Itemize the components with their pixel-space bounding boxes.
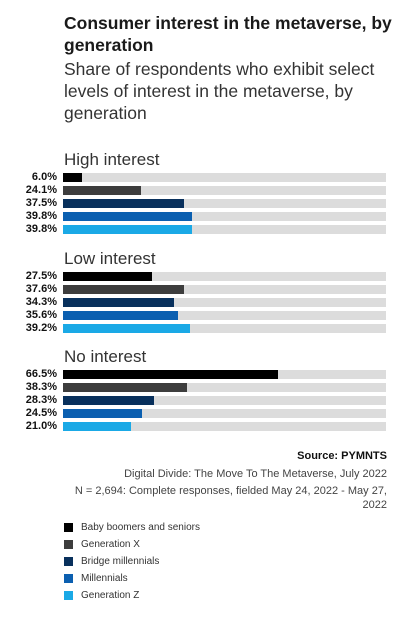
value-label: 24.1% xyxy=(25,184,57,196)
value-label: 39.8% xyxy=(25,210,57,222)
legend: Baby boomers and seniors Generation X Brid… xyxy=(64,519,200,604)
chart-title: Consumer interest in the metaverse, by g… xyxy=(64,13,392,55)
bar-row: 39.2% xyxy=(0,323,390,334)
bar-track xyxy=(63,422,386,431)
value-label: 37.5% xyxy=(25,197,57,209)
bar-track xyxy=(63,186,386,195)
bar xyxy=(63,212,192,221)
bar-track xyxy=(63,409,386,418)
bar-track xyxy=(63,225,386,234)
bar xyxy=(63,272,152,281)
legend-label: Generation Z xyxy=(81,590,140,601)
legend-swatch xyxy=(64,557,73,566)
legend-swatch xyxy=(64,574,73,583)
value-label: 39.8% xyxy=(25,223,57,235)
bar-track xyxy=(63,285,386,294)
legend-label: Generation X xyxy=(81,539,140,550)
legend-swatch xyxy=(64,523,73,532)
source-label: Source: PYMNTS xyxy=(297,450,387,462)
bar-row: 38.3% xyxy=(0,382,390,393)
bar-track xyxy=(63,383,386,392)
bar-track xyxy=(63,324,386,333)
legend-swatch xyxy=(64,540,73,549)
bar-track xyxy=(63,298,386,307)
bar xyxy=(63,396,155,405)
bar-row: 28.3% xyxy=(0,395,390,406)
value-label: 35.6% xyxy=(25,309,57,321)
bar-track xyxy=(63,311,386,320)
value-label: 21.0% xyxy=(25,420,57,432)
bar-row: 37.5% xyxy=(0,198,390,209)
legend-item: Generation Z xyxy=(64,587,200,604)
group-title-2: No interest xyxy=(64,347,147,366)
value-label: 39.2% xyxy=(25,322,57,334)
bar-track xyxy=(63,173,386,182)
bar-row: 24.1% xyxy=(0,185,390,196)
legend-swatch xyxy=(64,591,73,600)
legend-item: Baby boomers and seniors xyxy=(64,519,200,536)
bar-row: 35.6% xyxy=(0,310,390,321)
bar xyxy=(63,324,190,333)
bar xyxy=(63,298,174,307)
value-label: 66.5% xyxy=(25,368,57,380)
legend-item: Millennials xyxy=(64,570,200,587)
group-title-1: Low interest xyxy=(64,249,156,268)
bar xyxy=(63,285,185,294)
value-label: 6.0% xyxy=(31,171,57,183)
legend-label: Bridge millennials xyxy=(81,556,160,567)
bar-row: 39.8% xyxy=(0,224,390,235)
value-label: 37.6% xyxy=(25,283,57,295)
value-label: 24.5% xyxy=(25,407,57,419)
bar-row: 34.3% xyxy=(0,297,390,308)
bar-row: 37.6% xyxy=(0,284,390,295)
bar xyxy=(63,370,278,379)
bar xyxy=(63,409,143,418)
bar-row: 24.5% xyxy=(0,408,390,419)
bar-row: 39.8% xyxy=(0,211,390,222)
value-label: 34.3% xyxy=(25,296,57,308)
bar-track xyxy=(63,396,386,405)
bar xyxy=(63,225,192,234)
legend-item: Generation X xyxy=(64,536,200,553)
group-title-0: High interest xyxy=(64,150,160,169)
bar xyxy=(63,173,83,182)
bar xyxy=(63,186,141,195)
bar-track xyxy=(63,370,386,379)
bar xyxy=(63,422,131,431)
legend-label: Baby boomers and seniors xyxy=(81,522,200,533)
bar-track xyxy=(63,212,386,221)
chart-subtitle: Share of respondents who exhibit select … xyxy=(64,59,375,123)
bar xyxy=(63,199,185,208)
bar-row: 21.0% xyxy=(0,421,390,432)
bar-row: 6.0% xyxy=(0,172,390,183)
value-label: 28.3% xyxy=(25,394,57,406)
bar-row: 27.5% xyxy=(0,271,390,282)
note-sample: N = 2,694: Complete responses, fielded M… xyxy=(74,485,387,511)
bar-track xyxy=(63,272,386,281)
bar-track xyxy=(63,199,386,208)
bar-row: 66.5% xyxy=(0,369,390,380)
bar xyxy=(63,311,178,320)
bar xyxy=(63,383,187,392)
value-label: 38.3% xyxy=(25,381,57,393)
legend-item: Bridge millennials xyxy=(64,553,200,570)
value-label: 27.5% xyxy=(25,270,57,282)
legend-label: Millennials xyxy=(81,573,128,584)
note-publication: Digital Divide: The Move To The Metavers… xyxy=(124,468,387,480)
